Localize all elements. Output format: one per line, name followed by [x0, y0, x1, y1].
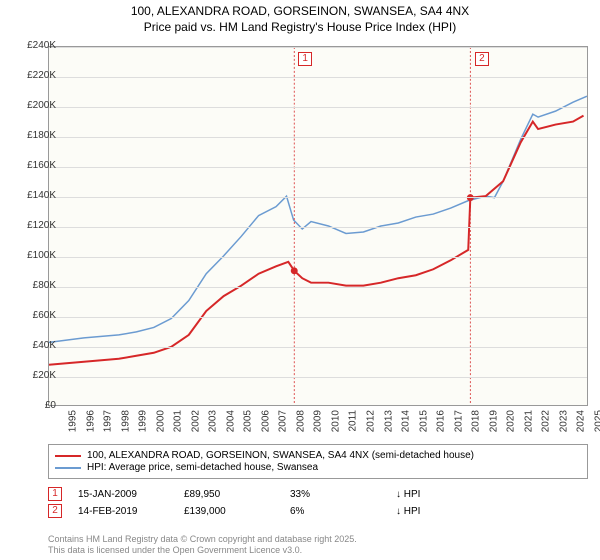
chart-svg — [49, 47, 587, 405]
sale-price: £89,950 — [184, 489, 274, 500]
x-tick-label: 2004 — [225, 410, 236, 432]
legend-swatch-1 — [55, 455, 81, 457]
x-tick-label: 2017 — [453, 410, 464, 432]
sale-pct: 6% — [290, 506, 380, 517]
x-tick-label: 1996 — [85, 410, 96, 432]
x-tick-label: 2000 — [155, 410, 166, 432]
sale-price: £139,000 — [184, 506, 274, 517]
y-tick-label: £220K — [16, 70, 56, 81]
x-tick-label: 2025 — [593, 410, 600, 432]
footer-line1: Contains HM Land Registry data © Crown c… — [48, 534, 357, 545]
sale-dir: ↓ HPI — [396, 489, 486, 500]
x-tick-label: 2001 — [172, 410, 183, 432]
marker-icon: 1 — [48, 487, 62, 501]
footer-text: Contains HM Land Registry data © Crown c… — [48, 534, 357, 556]
y-tick-label: £0 — [16, 400, 56, 411]
sales-table: 1 15-JAN-2009 £89,950 33% ↓ HPI 2 14-FEB… — [48, 484, 588, 521]
x-tick-label: 2021 — [523, 410, 534, 432]
series-hpi — [49, 96, 587, 342]
table-row: 2 14-FEB-2019 £139,000 6% ↓ HPI — [48, 504, 588, 518]
legend-item: HPI: Average price, semi-detached house,… — [55, 462, 581, 473]
y-tick-label: £80K — [16, 280, 56, 291]
title-line1: 100, ALEXANDRA ROAD, GORSEINON, SWANSEA,… — [0, 4, 600, 20]
x-tick-label: 2002 — [190, 410, 201, 432]
table-row: 1 15-JAN-2009 £89,950 33% ↓ HPI — [48, 487, 588, 501]
title-line2: Price paid vs. HM Land Registry's House … — [0, 20, 600, 36]
x-tick-label: 2005 — [243, 410, 254, 432]
y-tick-label: £120K — [16, 220, 56, 231]
y-tick-label: £60K — [16, 310, 56, 321]
x-tick-label: 2013 — [383, 410, 394, 432]
sale-marker-icon: 1 — [298, 52, 312, 66]
x-tick-label: 2016 — [435, 410, 446, 432]
x-tick-label: 2011 — [347, 410, 358, 432]
x-tick-label: 2008 — [295, 410, 306, 432]
x-tick-label: 1997 — [102, 410, 113, 432]
x-tick-label: 2006 — [260, 410, 271, 432]
x-tick-label: 2024 — [576, 410, 587, 432]
x-tick-label: 2003 — [208, 410, 219, 432]
x-tick-label: 2019 — [488, 410, 499, 432]
x-tick-label: 2007 — [278, 410, 289, 432]
y-tick-label: £100K — [16, 250, 56, 261]
sale-date: 15-JAN-2009 — [78, 489, 168, 500]
sale-pct: 33% — [290, 489, 380, 500]
x-tick-label: 2023 — [558, 410, 569, 432]
legend-label: HPI: Average price, semi-detached house,… — [87, 462, 318, 473]
y-tick-label: £240K — [16, 40, 56, 51]
x-tick-label: 2010 — [330, 410, 341, 432]
x-tick-label: 2009 — [313, 410, 324, 432]
x-tick-label: 1998 — [120, 410, 131, 432]
legend-item: 100, ALEXANDRA ROAD, GORSEINON, SWANSEA,… — [55, 450, 581, 461]
y-tick-label: £20K — [16, 370, 56, 381]
y-tick-label: £180K — [16, 130, 56, 141]
legend-label: 100, ALEXANDRA ROAD, GORSEINON, SWANSEA,… — [87, 450, 474, 461]
x-tick-label: 2020 — [506, 410, 517, 432]
sale-date: 14-FEB-2019 — [78, 506, 168, 517]
x-tick-label: 2022 — [541, 410, 552, 432]
x-tick-label: 2012 — [365, 410, 376, 432]
chart-container: 100, ALEXANDRA ROAD, GORSEINON, SWANSEA,… — [0, 0, 600, 560]
x-tick-label: 2014 — [400, 410, 411, 432]
legend-swatch-2 — [55, 467, 81, 469]
x-tick-label: 1999 — [137, 410, 148, 432]
y-tick-label: £40K — [16, 340, 56, 351]
chart-title: 100, ALEXANDRA ROAD, GORSEINON, SWANSEA,… — [0, 0, 600, 35]
sale-dir: ↓ HPI — [396, 506, 486, 517]
plot-area — [48, 46, 588, 406]
series-price_paid — [49, 116, 584, 365]
legend: 100, ALEXANDRA ROAD, GORSEINON, SWANSEA,… — [48, 444, 588, 479]
sale-marker-icon: 2 — [475, 52, 489, 66]
x-tick-label: 2015 — [418, 410, 429, 432]
y-tick-label: £140K — [16, 190, 56, 201]
x-tick-label: 1995 — [67, 410, 78, 432]
footer-line2: This data is licensed under the Open Gov… — [48, 545, 357, 556]
marker-icon: 2 — [48, 504, 62, 518]
x-tick-label: 2018 — [470, 410, 481, 432]
y-tick-label: £200K — [16, 100, 56, 111]
y-tick-label: £160K — [16, 160, 56, 171]
